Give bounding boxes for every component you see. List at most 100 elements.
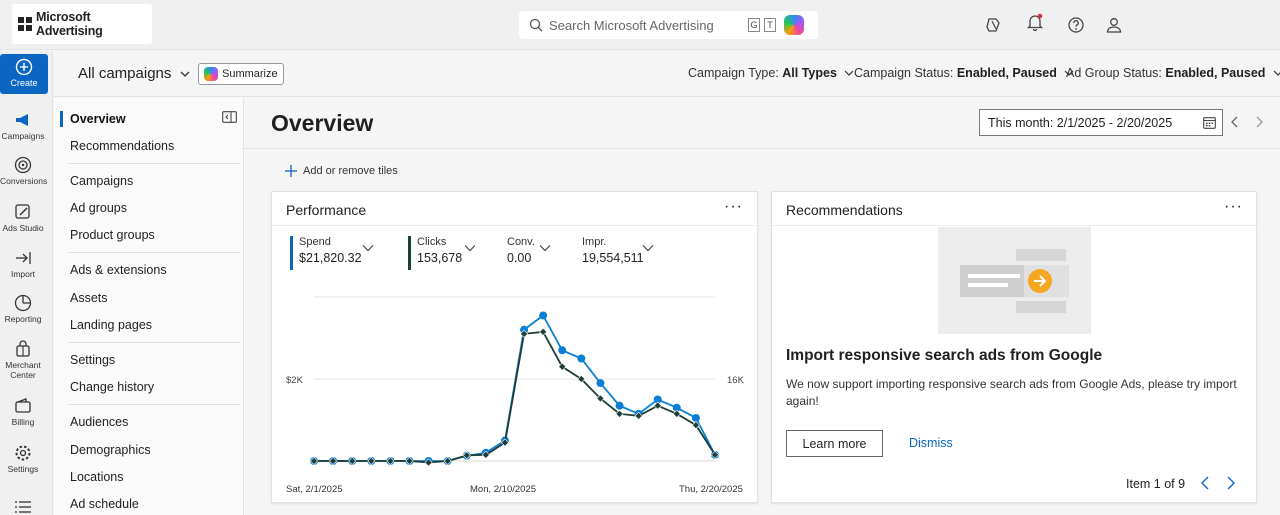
data-point-clicks[interactable] [348, 456, 357, 466]
data-point-clicks[interactable] [500, 438, 509, 447]
search-input[interactable]: Search Microsoft Advertising [549, 17, 714, 33]
learn-more-button[interactable]: Learn more [786, 430, 883, 457]
nav-demographics[interactable]: Demographics [70, 443, 151, 457]
summarize-button[interactable]: Summarize [198, 63, 284, 85]
nav-recommendations[interactable]: Recommendations [70, 139, 175, 153]
add-remove-tiles-button[interactable]: Add or remove tiles [284, 164, 398, 178]
chevron-down-icon[interactable] [362, 244, 374, 252]
list-icon[interactable] [14, 499, 32, 515]
data-point-clicks[interactable] [596, 394, 605, 403]
more-options-icon[interactable]: ··· [724, 198, 743, 215]
copilot-app-icon[interactable] [984, 15, 1004, 35]
metric-label: Impr. [582, 236, 607, 248]
recommendations-card: Recommendations ··· Import responsive se… [771, 191, 1258, 503]
chevron-right-icon[interactable] [1226, 476, 1236, 490]
nav-locations[interactable]: Locations [70, 470, 124, 484]
help-icon[interactable] [1066, 15, 1086, 35]
divider [244, 148, 1280, 149]
nav-overview[interactable]: Overview [70, 112, 126, 126]
nav-assets[interactable]: Assets [70, 291, 108, 305]
nav-ads-extensions[interactable]: Ads & extensions [70, 263, 167, 277]
metric-clicks[interactable]: Clicks 153,678 [408, 236, 463, 270]
scope-selector[interactable]: All campaigns [78, 65, 190, 82]
app-logo[interactable]: Microsoft Advertising [12, 4, 152, 44]
rail-item-conversions[interactable]: Conversions [0, 156, 47, 186]
nav-ad-groups[interactable]: Ad groups [70, 201, 127, 215]
data-point-clicks[interactable] [653, 401, 662, 410]
rail-item-ads-studio[interactable]: Ads Studio [0, 203, 46, 233]
data-point-clicks[interactable] [405, 456, 414, 466]
search-box[interactable]: Search Microsoft Advertising G T [519, 11, 818, 39]
nav-audiences[interactable]: Audiences [70, 415, 129, 429]
metric-value: 0.00 [507, 251, 532, 265]
data-point-spend[interactable] [577, 354, 586, 363]
data-point-spend[interactable] [596, 379, 605, 388]
data-point-spend[interactable] [539, 311, 548, 320]
rail-item-billing[interactable]: Billing [0, 397, 46, 427]
data-point-clicks[interactable] [558, 362, 567, 371]
data-point-spend[interactable] [691, 413, 700, 422]
data-point-clicks[interactable] [481, 450, 490, 459]
data-point-clicks[interactable] [539, 327, 548, 336]
filter-value: Enabled, Paused [956, 66, 1057, 80]
data-point-clicks[interactable] [462, 451, 471, 460]
data-point-clicks[interactable] [672, 409, 681, 418]
chevron-left-icon[interactable] [1230, 116, 1240, 128]
active-indicator [60, 111, 63, 127]
rail-item-label: Billing [11, 417, 35, 427]
create-button[interactable]: Create [0, 54, 48, 94]
ad-group-status-filter[interactable]: Ad Group Status: Enabled, Paused [1066, 66, 1280, 80]
chevron-left-icon[interactable] [1200, 476, 1210, 490]
date-range-value: This month: 2/1/2025 - 2/20/2025 [988, 116, 1173, 130]
data-point-clicks[interactable] [329, 456, 338, 466]
campaign-type-filter[interactable]: Campaign Type: All Types [688, 66, 854, 80]
rail-item-reporting[interactable]: Reporting [0, 294, 46, 324]
data-point-clicks[interactable] [520, 329, 529, 338]
nav-ad-schedule[interactable]: Ad schedule [70, 497, 139, 511]
date-range-picker[interactable]: This month: 2/1/2025 - 2/20/2025 [979, 109, 1223, 136]
metric-value: 153,678 [417, 251, 463, 265]
data-point-clicks[interactable] [367, 456, 376, 466]
nav-campaigns[interactable]: Campaigns [70, 174, 134, 188]
metric-impr[interactable]: Impr. 19,554,511 [582, 236, 644, 265]
data-point-clicks[interactable] [386, 456, 395, 466]
data-point-spend[interactable] [653, 395, 662, 404]
nav-landing-pages[interactable]: Landing pages [70, 318, 153, 332]
data-point-spend[interactable] [558, 346, 567, 355]
bell-icon[interactable] [1025, 12, 1045, 32]
shortcut-key-g: G [748, 18, 760, 32]
chevron-right-icon[interactable] [1254, 116, 1264, 128]
more-options-icon[interactable]: ··· [1224, 198, 1243, 215]
data-point-clicks[interactable] [443, 456, 452, 466]
dismiss-link[interactable]: Dismiss [909, 436, 953, 450]
chevron-down-icon[interactable] [539, 244, 551, 252]
nav-settings[interactable]: Settings [70, 353, 116, 367]
nav-change-history[interactable]: Change history [70, 380, 155, 394]
rail-item-settings[interactable]: Settings [0, 444, 46, 474]
chevron-down-icon [180, 71, 190, 77]
rail-item-import[interactable]: Import [0, 249, 46, 279]
chevron-down-icon[interactable] [642, 244, 654, 252]
card-title: Performance [286, 202, 367, 218]
data-point-clicks[interactable] [691, 421, 700, 430]
data-point-clicks[interactable] [424, 458, 433, 467]
campaign-status-filter[interactable]: Campaign Status: Enabled, Paused [854, 66, 1074, 80]
data-point-clicks[interactable] [577, 374, 586, 384]
metric-spend[interactable]: Spend $21,820.32 [290, 236, 362, 270]
rail-item-merchant-center[interactable]: Merchant Center [0, 340, 46, 380]
person-icon[interactable] [1104, 15, 1124, 35]
rail-item-campaigns[interactable]: Campaigns [0, 111, 46, 141]
data-point-clicks[interactable] [710, 450, 720, 459]
left-rail: Create Campaigns Conversions Ads Studio … [0, 51, 53, 515]
copilot-icon[interactable] [784, 15, 804, 35]
metric-conv[interactable]: Conv. 0.00 [507, 236, 535, 265]
data-point-clicks[interactable] [634, 411, 643, 420]
nav-product-groups[interactable]: Product groups [70, 228, 155, 242]
data-point-spend[interactable] [615, 401, 624, 410]
data-point-clicks[interactable] [309, 456, 319, 466]
data-point-spend[interactable] [672, 403, 681, 412]
data-point-spend[interactable] [520, 325, 529, 334]
data-point-clicks[interactable] [615, 409, 624, 418]
collapse-panel-icon[interactable] [222, 111, 237, 123]
chevron-down-icon[interactable] [464, 244, 476, 252]
